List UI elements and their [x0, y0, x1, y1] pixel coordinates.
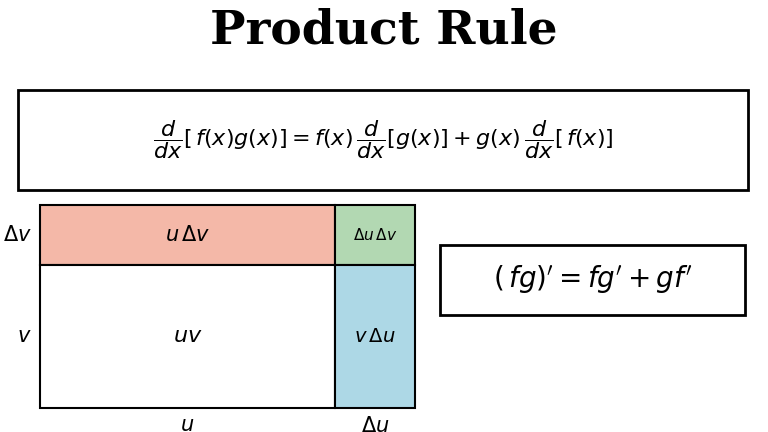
Text: $\Delta v$: $\Delta v$ [3, 225, 32, 245]
Bar [335, 205, 415, 265]
Text: $\Delta u$: $\Delta u$ [361, 416, 389, 432]
Text: $u$: $u$ [180, 416, 194, 432]
Text: $u\,\Delta v$: $u\,\Delta v$ [165, 225, 210, 245]
Text: $\Delta u\,\Delta v$: $\Delta u\,\Delta v$ [353, 227, 397, 243]
Text: $(\, fg)' = fg' + g f'$: $(\, fg)' = fg' + g f'$ [493, 264, 692, 296]
Text: $uv$: $uv$ [173, 325, 202, 347]
Text: $\dfrac{d}{dx}\left[\, f(x)g(x)\right] = f(x)\,\dfrac{d}{dx}\left[g(x)\right] + : $\dfrac{d}{dx}\left[\, f(x)g(x)\right] =… [153, 118, 613, 162]
Text: Product Rule: Product Rule [210, 8, 558, 54]
Bar [40, 205, 335, 265]
Text: $v\,\Delta u$: $v\,\Delta u$ [354, 327, 396, 346]
Bar [18, 90, 748, 190]
Bar [40, 265, 335, 408]
Text: $v$: $v$ [18, 327, 32, 346]
Bar [440, 245, 745, 315]
Bar [335, 265, 415, 408]
